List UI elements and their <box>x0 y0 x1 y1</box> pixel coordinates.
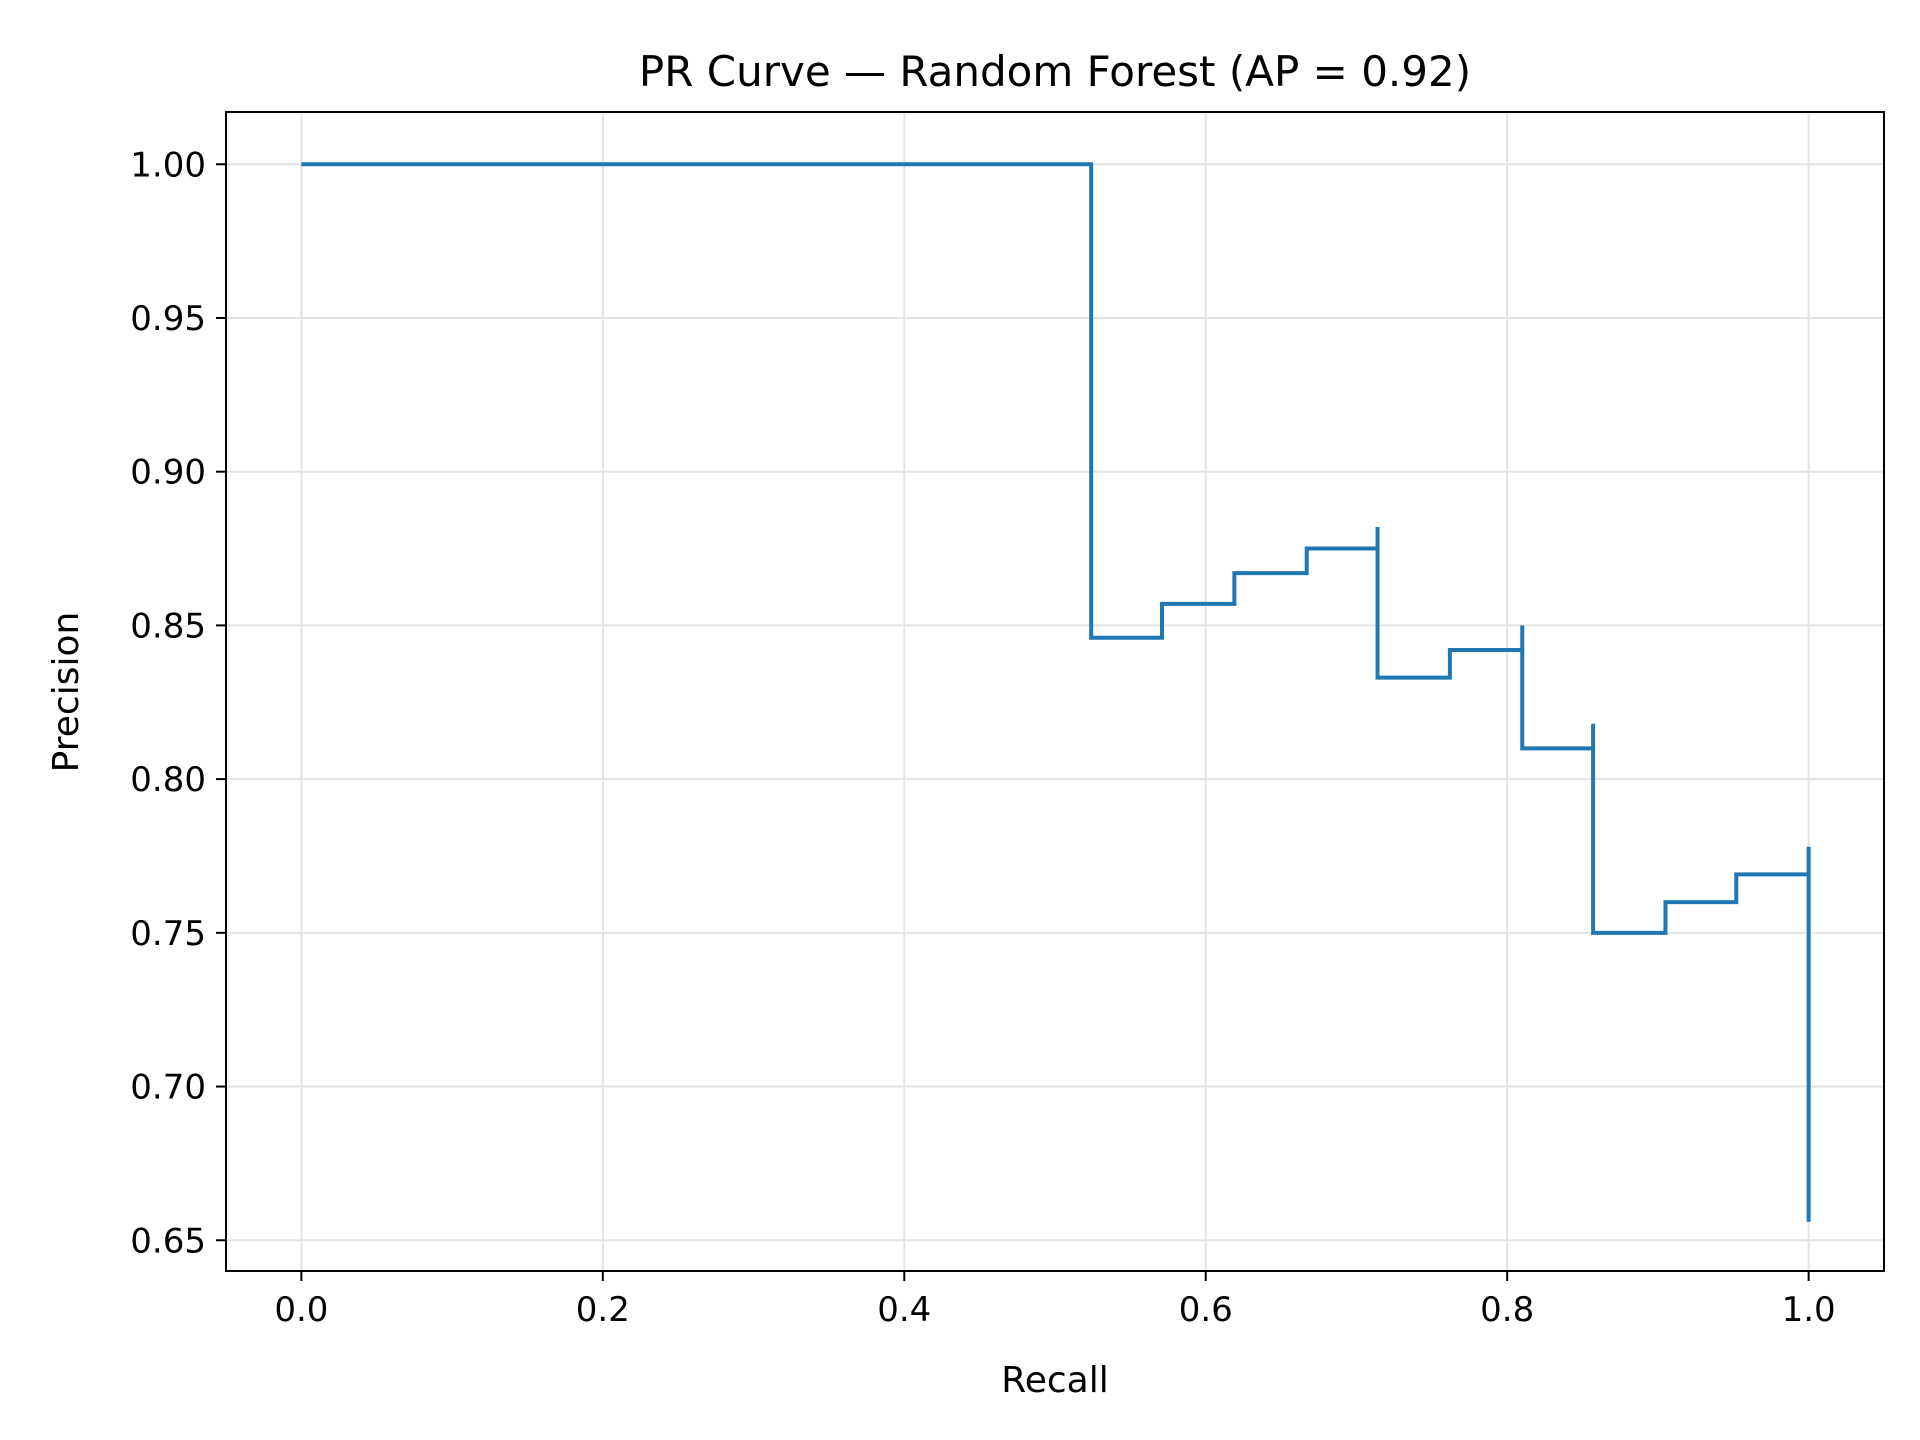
x-tick-label: 0.6 <box>1179 1290 1233 1330</box>
y-tick-label: 0.80 <box>130 760 206 800</box>
x-axis-label: Recall <box>1001 1360 1108 1401</box>
y-axis-label: Precision <box>46 612 87 773</box>
x-tick-label: 0.8 <box>1480 1290 1534 1330</box>
y-tick-label: 0.95 <box>130 299 206 339</box>
curve <box>301 162 1811 1222</box>
y-tick-label: 0.90 <box>130 453 206 493</box>
axis-ticks: 0.0 0.2 0.4 0.6 0.8 1.0 0.65 0.70 0.75 0.80 0.85 0.… <box>130 145 1835 1330</box>
y-tick-label: 0.75 <box>130 914 206 954</box>
x-tick-label: 0.4 <box>877 1290 931 1330</box>
x-tick-label: 1.0 <box>1782 1290 1836 1330</box>
y-tick-label: 0.70 <box>130 1068 206 1108</box>
y-tick-label: 0.85 <box>130 606 206 646</box>
x-tick-label: 0.0 <box>274 1290 328 1330</box>
y-tick-label: 0.65 <box>130 1221 206 1261</box>
chart-title: PR Curve — Random Forest (AP = 0.92) <box>639 47 1471 96</box>
grid <box>226 112 1884 1271</box>
plot-frame <box>225 111 1885 1272</box>
pr-curve-line <box>301 162 1811 1222</box>
x-tick-label: 0.2 <box>576 1290 630 1330</box>
y-tick-label: 1.00 <box>130 145 206 185</box>
